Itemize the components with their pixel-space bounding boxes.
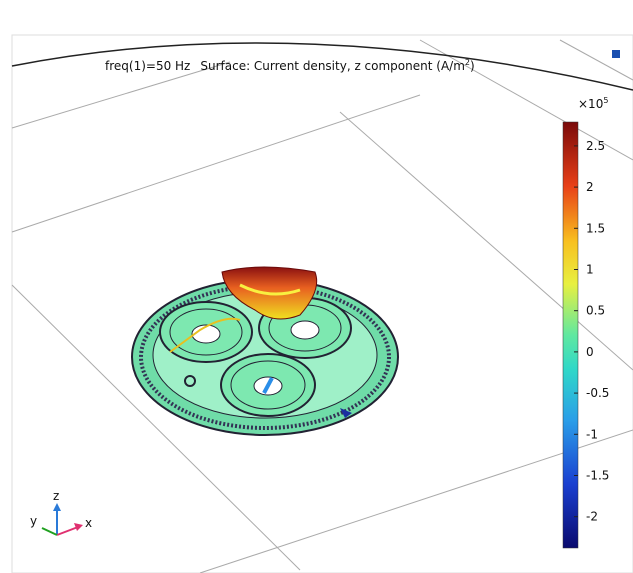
plot-title: freq(1)=50 Hz Surface: Current density, z… <box>105 58 475 73</box>
colorbar-tick-label: -1.5 <box>586 468 609 482</box>
view-icon <box>612 50 620 58</box>
colorbar-tick-label: 0.5 <box>586 304 605 318</box>
colorbar-multiplier: ×105 <box>578 96 608 111</box>
colorbar-tick-label: 0 <box>586 345 594 359</box>
y-label: y <box>30 514 37 528</box>
colorbar-tick-label: 1 <box>586 262 594 276</box>
cable-model <box>131 266 399 436</box>
axis-triad: z y x <box>30 489 92 536</box>
freq-label: freq(1)=50 Hz <box>105 59 190 73</box>
unit-close: ) <box>470 59 475 73</box>
x-label: x <box>85 516 92 530</box>
multiplier: ×10 <box>578 97 603 111</box>
unit-sup: 2 <box>465 58 470 67</box>
horizon-arc <box>11 42 633 91</box>
colorbar-tick-label: 2.5 <box>586 139 605 153</box>
colorbar-tick-label: 1.5 <box>586 221 605 235</box>
colorbar-tick-label: -1 <box>586 427 598 441</box>
colorbar-tick-label: -2 <box>586 510 598 524</box>
z-label: z <box>53 489 59 503</box>
colorbar-tick-label: -0.5 <box>586 386 609 400</box>
surface-label: Surface: Current density, z component (A… <box>200 59 465 73</box>
colorbar-tick-label: 2 <box>586 180 594 194</box>
colorbar <box>562 121 579 549</box>
ground-grid <box>11 39 633 573</box>
multiplier-sup: 5 <box>603 96 608 105</box>
